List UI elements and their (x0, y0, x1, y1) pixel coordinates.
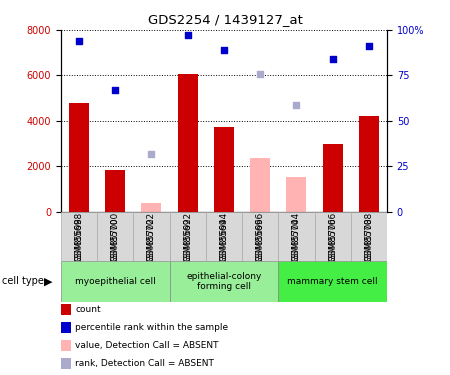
Point (75, 38, 82, 44)
Text: value, Detection Call = ABSENT: value, Detection Call = ABSENT (75, 341, 219, 350)
Bar (170, 212, 206, 261)
Bar (97, 212, 133, 261)
Point (329, 56, 336, 62)
Text: GSM85692: GSM85692 (183, 218, 192, 263)
Text: mammary stem cell: mammary stem cell (287, 277, 378, 286)
Bar (278, 212, 315, 261)
Point (220, 47, 227, 53)
Bar (315, 212, 351, 261)
Text: GSM85694: GSM85694 (220, 218, 228, 263)
Point (184, 33, 191, 39)
Text: GSM85702: GSM85702 (147, 211, 156, 261)
Bar (61, 261, 170, 302)
Text: GSM85696: GSM85696 (256, 218, 265, 263)
Text: GSM85704: GSM85704 (292, 218, 301, 263)
Bar (286, 177, 306, 212)
Bar (214, 127, 234, 212)
Text: rank, Detection Call = ABSENT: rank, Detection Call = ABSENT (75, 359, 214, 368)
Text: GSM85704: GSM85704 (292, 211, 301, 261)
Point (365, 44, 373, 50)
Text: GSM85700: GSM85700 (111, 218, 120, 263)
Text: GDS2254 / 1439127_at: GDS2254 / 1439127_at (148, 13, 302, 26)
Text: GSM85708: GSM85708 (364, 218, 373, 263)
Text: GSM85706: GSM85706 (328, 218, 337, 263)
Bar (278, 261, 387, 302)
Bar (170, 261, 278, 302)
Text: GSM85694: GSM85694 (220, 211, 228, 261)
Bar (178, 74, 198, 212)
Text: GSM85692: GSM85692 (183, 211, 192, 261)
Bar (105, 170, 125, 212)
Bar (69, 103, 89, 212)
Bar (133, 212, 170, 261)
Text: GSM85698: GSM85698 (74, 218, 83, 263)
Point (293, 102, 300, 108)
Text: GSM85698: GSM85698 (74, 211, 83, 261)
Text: cell type: cell type (2, 276, 44, 286)
Bar (242, 212, 278, 261)
Text: GSM85696: GSM85696 (256, 211, 265, 261)
Text: count: count (75, 305, 101, 314)
Bar (323, 144, 342, 212)
Text: GSM85706: GSM85706 (328, 211, 337, 261)
Bar (61, 212, 97, 261)
Text: GSM85700: GSM85700 (111, 211, 120, 261)
Bar (351, 212, 387, 261)
Text: ▶: ▶ (44, 276, 53, 286)
Bar (206, 212, 242, 261)
Text: percentile rank within the sample: percentile rank within the sample (75, 323, 228, 332)
Bar (359, 116, 379, 212)
Point (256, 70, 264, 76)
Point (112, 87, 119, 93)
Point (148, 151, 155, 157)
Text: GSM85702: GSM85702 (147, 218, 156, 263)
Bar (141, 203, 162, 212)
Bar (250, 159, 270, 212)
Text: GSM85708: GSM85708 (364, 211, 373, 261)
Text: epithelial-colony
forming cell: epithelial-colony forming cell (186, 272, 261, 291)
Text: myoepithelial cell: myoepithelial cell (75, 277, 156, 286)
